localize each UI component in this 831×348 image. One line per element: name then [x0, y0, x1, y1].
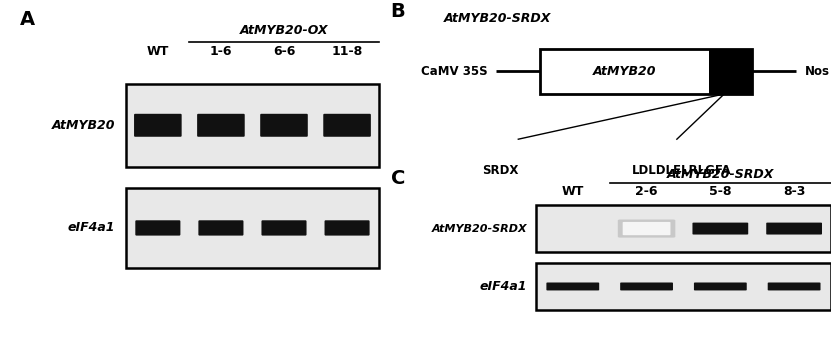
Text: AtMYB20: AtMYB20 [593, 65, 656, 78]
FancyBboxPatch shape [325, 220, 370, 236]
FancyBboxPatch shape [323, 114, 371, 137]
Text: eIF4a1: eIF4a1 [68, 221, 116, 235]
Text: 8-3: 8-3 [783, 185, 805, 198]
Bar [540, 49, 752, 94]
FancyBboxPatch shape [768, 283, 820, 291]
Text: 5-8: 5-8 [709, 185, 731, 198]
Text: AtMYB20-SRDX: AtMYB20-SRDX [431, 223, 527, 234]
Bar [536, 205, 831, 252]
Text: B: B [391, 2, 406, 21]
FancyBboxPatch shape [694, 283, 747, 291]
Text: A: A [20, 10, 36, 30]
FancyBboxPatch shape [622, 222, 671, 235]
Text: AtMYB20-SRDX: AtMYB20-SRDX [444, 12, 551, 25]
Text: 1-6: 1-6 [209, 45, 232, 58]
FancyBboxPatch shape [260, 114, 307, 137]
Bar [710, 49, 752, 94]
Text: 11-8: 11-8 [332, 45, 362, 58]
Bar [126, 188, 379, 268]
Text: LDLDLELRLGFA: LDLDLELRLGFA [632, 164, 731, 176]
Text: WT: WT [562, 185, 584, 198]
Text: AtMYB20-OX: AtMYB20-OX [240, 24, 328, 37]
FancyBboxPatch shape [692, 223, 748, 235]
FancyBboxPatch shape [547, 283, 599, 291]
Text: C: C [391, 169, 405, 188]
Text: SRDX: SRDX [483, 164, 519, 176]
FancyBboxPatch shape [199, 220, 243, 236]
Text: Nos: Nos [804, 65, 829, 78]
Text: eIF4a1: eIF4a1 [479, 280, 527, 293]
FancyBboxPatch shape [262, 220, 307, 236]
FancyBboxPatch shape [766, 223, 822, 235]
Text: 2-6: 2-6 [636, 185, 658, 198]
FancyBboxPatch shape [617, 220, 676, 238]
Text: AtMYB20: AtMYB20 [52, 119, 116, 132]
FancyBboxPatch shape [197, 114, 244, 137]
FancyBboxPatch shape [135, 220, 180, 236]
FancyBboxPatch shape [134, 114, 182, 137]
FancyBboxPatch shape [620, 283, 673, 291]
Text: WT: WT [146, 45, 169, 58]
Bar [126, 84, 379, 167]
Text: 6-6: 6-6 [273, 45, 295, 58]
Text: AtMYB20-SRDX: AtMYB20-SRDX [666, 168, 774, 181]
Text: CaMV 35S: CaMV 35S [420, 65, 488, 78]
Bar [536, 263, 831, 310]
